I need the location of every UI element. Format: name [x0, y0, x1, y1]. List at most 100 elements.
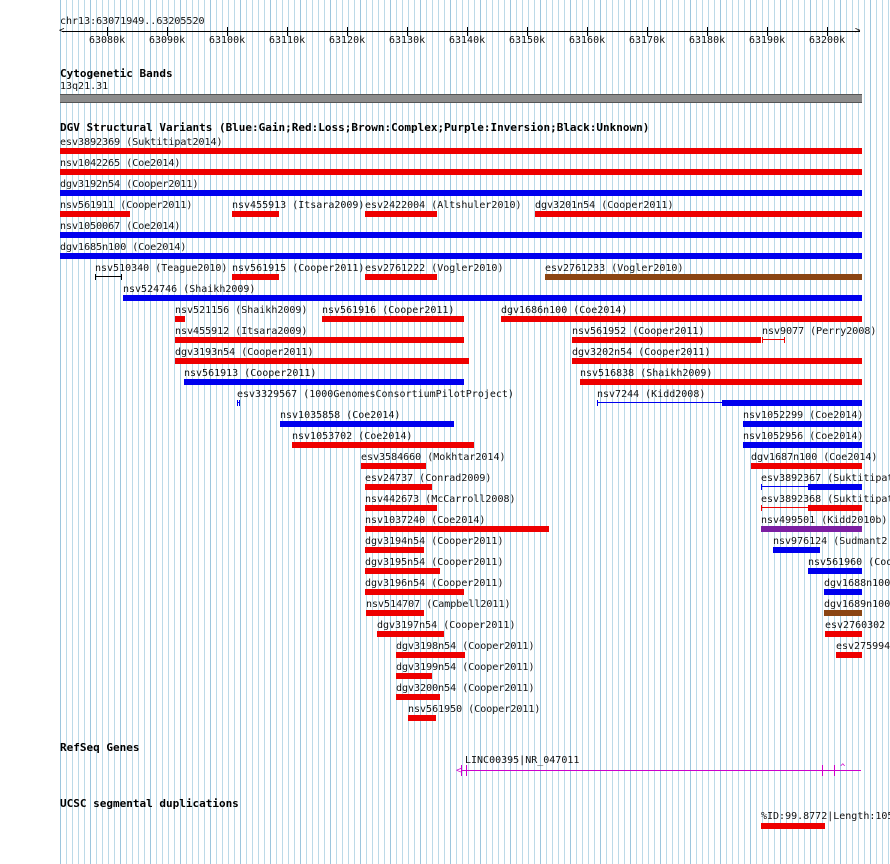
- dgv-feature-bar[interactable]: [761, 526, 862, 532]
- dgv-feature-label[interactable]: nsv561950 (Cooper2011): [408, 704, 541, 715]
- dgv-feature-label[interactable]: nsv516838 (Shaikh2009): [580, 368, 713, 379]
- segdup-label[interactable]: %ID:99.8772|Length:105: [761, 811, 890, 822]
- dgv-feature-bar[interactable]: [365, 274, 437, 280]
- dgv-feature-bar[interactable]: [751, 463, 862, 469]
- dgv-feature-bar[interactable]: [377, 631, 444, 637]
- dgv-feature-label[interactable]: nsv561913 (Cooper2011): [184, 368, 317, 379]
- dgv-feature-label[interactable]: nsv561915 (Cooper2011): [232, 263, 365, 274]
- dgv-feature-label[interactable]: nsv514707 (Campbell2011): [366, 599, 511, 610]
- cytoband-bar[interactable]: [60, 94, 862, 103]
- dgv-feature-bar[interactable]: [366, 610, 424, 616]
- dgv-feature-bar[interactable]: [232, 211, 279, 217]
- dgv-feature-bar[interactable]: [762, 339, 785, 340]
- dgv-feature-label[interactable]: nsv455912 (Itsara2009): [175, 326, 308, 337]
- dgv-feature-bar[interactable]: [322, 316, 464, 322]
- dgv-feature-bar[interactable]: [175, 316, 185, 322]
- dgv-feature-label[interactable]: nsv976124 (Sudmant2: [773, 536, 888, 547]
- dgv-feature-bar[interactable]: [545, 274, 862, 280]
- dgv-feature-label[interactable]: esv3892367 (Suktitipat: [761, 473, 890, 484]
- dgv-feature-bar[interactable]: [60, 232, 862, 238]
- dgv-feature-label[interactable]: nsv1037240 (Coe2014): [365, 515, 486, 526]
- dgv-feature-bar[interactable]: [292, 442, 474, 448]
- gene-model-line[interactable]: [461, 770, 861, 771]
- dgv-feature-bar[interactable]: [365, 589, 464, 595]
- dgv-feature-label[interactable]: esv2422004 (Altshuler2010): [365, 200, 522, 211]
- dgv-feature-bar[interactable]: [365, 484, 432, 490]
- dgv-feature-label[interactable]: dgv3194n54 (Cooper2011): [365, 536, 504, 547]
- dgv-feature-label[interactable]: dgv1685n100 (Coe2014): [60, 242, 187, 253]
- dgv-feature-label[interactable]: nsv561916 (Cooper2011): [322, 305, 455, 316]
- dgv-feature-block[interactable]: [722, 400, 862, 406]
- dgv-feature-bar[interactable]: [60, 148, 862, 154]
- dgv-feature-block[interactable]: [808, 484, 862, 490]
- dgv-feature-bar[interactable]: [825, 631, 862, 637]
- dgv-feature-bar[interactable]: [175, 358, 469, 364]
- dgv-feature-bar[interactable]: [280, 421, 454, 427]
- dgv-feature-label[interactable]: dgv1689n100: [824, 599, 890, 610]
- dgv-feature-label[interactable]: nsv1050067 (Coe2014): [60, 221, 181, 232]
- dgv-feature-label[interactable]: nsv1035858 (Coe2014): [280, 410, 401, 421]
- dgv-feature-bar[interactable]: [60, 169, 862, 175]
- dgv-feature-bar[interactable]: [808, 568, 862, 574]
- dgv-feature-label[interactable]: dgv3198n54 (Cooper2011): [396, 641, 535, 652]
- dgv-feature-bar[interactable]: [501, 316, 862, 322]
- dgv-feature-label[interactable]: nsv524746 (Shaikh2009): [123, 284, 256, 295]
- dgv-feature-label[interactable]: nsv1052956 (Coe2014): [743, 431, 864, 442]
- dgv-feature-bar[interactable]: [365, 568, 440, 574]
- dgv-feature-label[interactable]: dgv3196n54 (Cooper2011): [365, 578, 504, 589]
- dgv-feature-label[interactable]: esv3892368 (Suktitipat: [761, 494, 890, 505]
- dgv-feature-label[interactable]: esv2760302: [825, 620, 886, 631]
- dgv-feature-label[interactable]: nsv561911 (Cooper2011): [60, 200, 193, 211]
- dgv-feature-label[interactable]: esv3329567 (1000GenomesConsortiumPilotPr…: [237, 389, 514, 400]
- dgv-feature-bar[interactable]: [237, 402, 240, 403]
- dgv-feature-label[interactable]: nsv561960 (Coo: [808, 557, 890, 568]
- dgv-feature-bar[interactable]: [396, 652, 465, 658]
- dgv-feature-label[interactable]: dgv3199n54 (Cooper2011): [396, 662, 535, 673]
- dgv-feature-bar[interactable]: [232, 274, 279, 280]
- dgv-feature-bar[interactable]: [773, 547, 820, 553]
- dgv-feature-label[interactable]: nsv521156 (Shaikh2009): [175, 305, 308, 316]
- dgv-feature-bar[interactable]: [824, 610, 862, 616]
- dgv-feature-label[interactable]: nsv1053702 (Coe2014): [292, 431, 413, 442]
- dgv-feature-bar[interactable]: [95, 276, 122, 277]
- dgv-feature-bar[interactable]: [396, 694, 440, 700]
- dgv-feature-label[interactable]: dgv3201n54 (Cooper2011): [535, 200, 674, 211]
- dgv-feature-block[interactable]: [808, 505, 862, 511]
- dgv-feature-bar[interactable]: [60, 253, 862, 259]
- dgv-feature-bar[interactable]: [184, 379, 464, 385]
- dgv-feature-label[interactable]: dgv3192n54 (Cooper2011): [60, 179, 199, 190]
- dgv-feature-bar[interactable]: [535, 211, 862, 217]
- dgv-feature-label[interactable]: dgv3200n54 (Cooper2011): [396, 683, 535, 694]
- dgv-feature-bar[interactable]: [365, 526, 549, 532]
- dgv-feature-bar[interactable]: [361, 463, 426, 469]
- dgv-feature-label[interactable]: dgv3195n54 (Cooper2011): [365, 557, 504, 568]
- dgv-feature-label[interactable]: dgv1688n100: [824, 578, 890, 589]
- segdup-feature-bar[interactable]: [761, 823, 825, 829]
- dgv-feature-bar[interactable]: [743, 421, 862, 427]
- dgv-feature-label[interactable]: esv275994: [836, 641, 890, 652]
- dgv-feature-label[interactable]: esv2761233 (Vogler2010): [545, 263, 684, 274]
- dgv-feature-label[interactable]: esv3584660 (Mokhtar2014): [361, 452, 506, 463]
- dgv-feature-bar[interactable]: [123, 295, 862, 301]
- dgv-feature-bar[interactable]: [365, 211, 437, 217]
- dgv-feature-bar[interactable]: [836, 652, 862, 658]
- dgv-feature-label[interactable]: nsv499501 (Kidd2010b): [761, 515, 888, 526]
- dgv-feature-label[interactable]: nsv7244 (Kidd2008): [597, 389, 706, 400]
- dgv-feature-bar[interactable]: [824, 589, 862, 595]
- dgv-feature-label[interactable]: dgv1687n100 (Coe2014): [751, 452, 878, 463]
- dgv-feature-bar[interactable]: [580, 379, 862, 385]
- dgv-feature-bar[interactable]: [365, 547, 424, 553]
- dgv-feature-label[interactable]: esv2761222 (Vogler2010): [365, 263, 504, 274]
- dgv-feature-label[interactable]: nsv510340 (Teague2010): [95, 263, 228, 274]
- dgv-feature-label[interactable]: dgv3202n54 (Cooper2011): [572, 347, 711, 358]
- dgv-feature-bar[interactable]: [743, 442, 862, 448]
- dgv-feature-label[interactable]: nsv455913 (Itsara2009): [232, 200, 365, 211]
- dgv-feature-label[interactable]: dgv1686n100 (Coe2014): [501, 305, 628, 316]
- dgv-feature-label[interactable]: nsv1042265 (Coe2014): [60, 158, 181, 169]
- dgv-feature-bar[interactable]: [572, 358, 862, 364]
- dgv-feature-bar[interactable]: [60, 211, 130, 217]
- dgv-feature-label[interactable]: nsv442673 (McCarroll2008): [365, 494, 516, 505]
- dgv-feature-label[interactable]: nsv1052299 (Coe2014): [743, 410, 864, 421]
- dgv-feature-bar[interactable]: [572, 337, 761, 343]
- dgv-feature-bar[interactable]: [365, 505, 437, 511]
